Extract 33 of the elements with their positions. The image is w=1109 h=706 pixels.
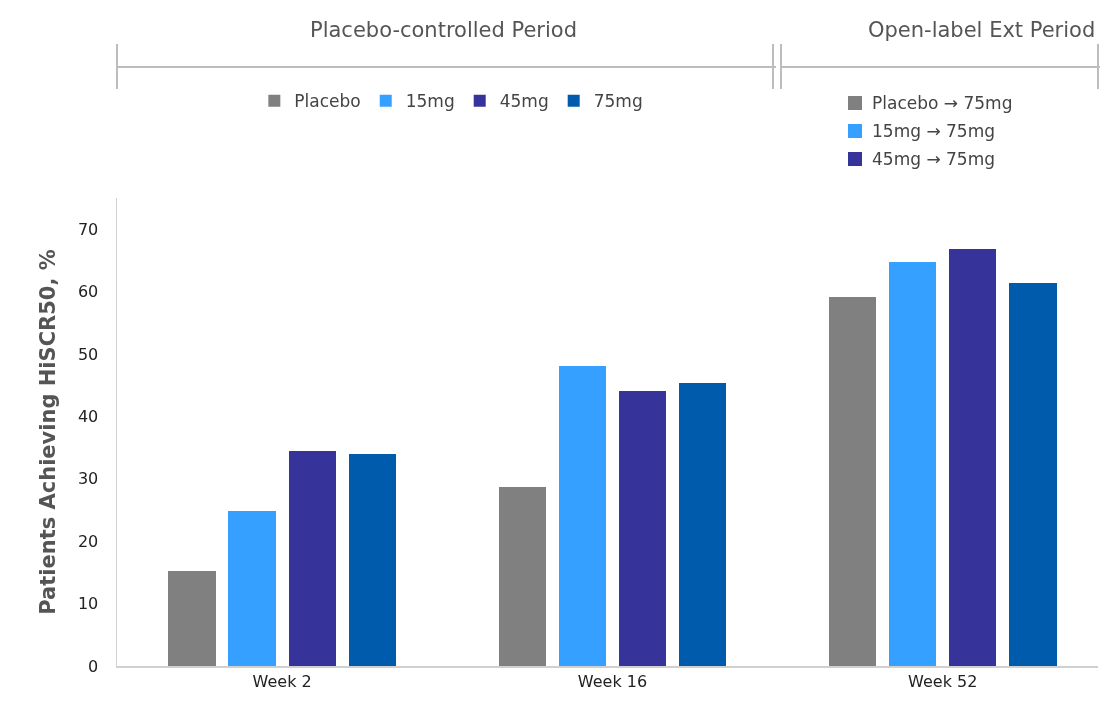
bar [679, 383, 727, 666]
legend-label: Placebo → 75mg [872, 92, 1013, 115]
y-tick-label: 40 [77, 407, 99, 426]
bar [889, 262, 937, 666]
legend-label: Placebo [294, 91, 361, 112]
legend-label: 15mg → 75mg [872, 120, 996, 143]
y-tick-label: 10 [77, 594, 99, 614]
bar [828, 296, 877, 666]
legend-label: 45mg → 75mg [872, 148, 996, 171]
bar [1009, 283, 1057, 666]
bar [618, 390, 667, 666]
text: Placebo-controlled Period [310, 18, 578, 42]
legend-label: 45mg [499, 91, 549, 112]
y-tick-label: 20 [77, 531, 99, 551]
bar [168, 571, 216, 666]
x-tick-label: Week 52 [908, 671, 978, 691]
x-tick-label: Week 2 [252, 671, 312, 691]
y-tick-label: 60 [77, 282, 99, 302]
y-axis-title: Patients Achieving HiSCR50, % [36, 249, 61, 615]
legend-label: 75mg [593, 91, 643, 112]
legend-label: 15mg [405, 91, 455, 112]
bar [949, 249, 997, 666]
bar [288, 450, 336, 666]
y-tick-label: 50 [77, 344, 99, 364]
x-tick-label: Week 16 [577, 671, 648, 691]
bar [558, 366, 607, 666]
y-tick-label: 70 [77, 219, 99, 239]
bar [228, 510, 276, 666]
bar [498, 486, 546, 666]
text: Open-label Ext Period [868, 18, 1096, 42]
y-tick-label: 0 [88, 656, 99, 676]
bar [348, 454, 396, 666]
y-tick-label: 30 [77, 469, 99, 489]
